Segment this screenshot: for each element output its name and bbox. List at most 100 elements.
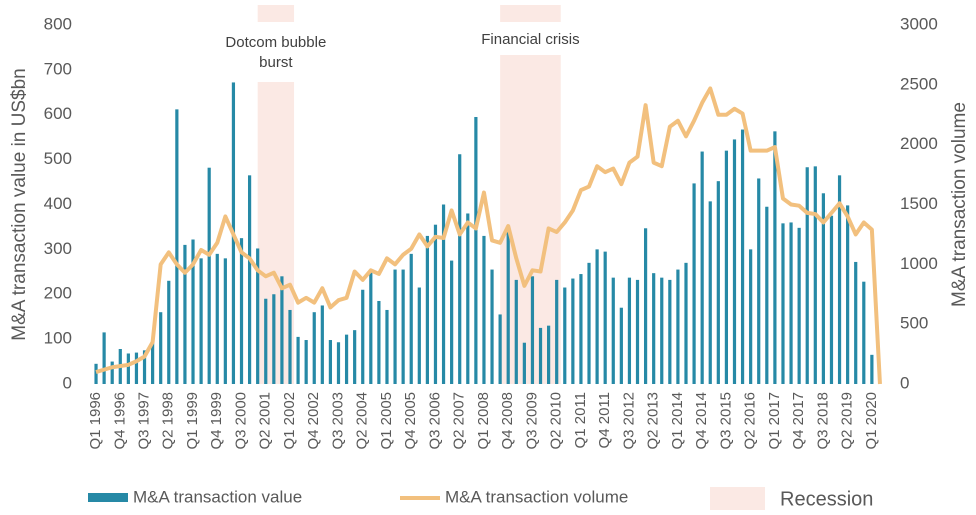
x-tick-label: Q4 2005 <box>402 392 419 450</box>
bar <box>433 224 438 384</box>
bar <box>401 269 405 384</box>
x-tick-label: Q2 2004 <box>354 392 371 450</box>
x-tick-label: Q3 2000 <box>232 392 249 450</box>
bar <box>490 269 494 384</box>
bar <box>191 239 195 384</box>
y2-tick-label: 1500 <box>900 194 938 213</box>
x-tick-label: Q2 1998 <box>160 392 177 450</box>
x-tick-label: Q1 1996 <box>87 392 104 450</box>
bar <box>328 340 333 384</box>
recession-band <box>257 82 295 384</box>
bar <box>417 287 421 384</box>
bar <box>643 228 648 384</box>
bar <box>757 178 761 384</box>
y-axis-label: M&A transaction value in US$bn <box>9 68 30 341</box>
bar <box>700 151 704 384</box>
x-tick-label: Q1 2008 <box>475 392 492 450</box>
bar <box>716 181 720 384</box>
y2-tick-label: 2500 <box>900 74 938 93</box>
y2-tick-label: 3000 <box>900 14 938 33</box>
bar <box>126 353 130 384</box>
bar <box>555 279 559 384</box>
bar <box>805 167 809 384</box>
bar <box>781 223 785 384</box>
legend-swatch <box>710 487 765 510</box>
x-tick-label: Q4 2017 <box>790 392 807 450</box>
bar <box>595 249 599 384</box>
x-tick-label: Q4 2002 <box>305 392 322 450</box>
bar <box>538 327 543 384</box>
bar <box>474 116 478 385</box>
bar <box>393 269 397 384</box>
y2-tick-label: 500 <box>900 314 928 333</box>
bar <box>320 305 324 384</box>
bar <box>684 262 688 384</box>
bar <box>652 273 656 384</box>
x-tick-label: Q3 2018 <box>814 392 831 450</box>
y-tick-label: 0 <box>63 373 72 392</box>
bar <box>215 253 219 384</box>
bar <box>151 341 155 384</box>
bar <box>846 205 850 384</box>
x-tick-label: Q4 2011 <box>596 392 613 448</box>
recession-band <box>500 5 561 22</box>
bar <box>183 244 187 384</box>
x-tick-label: Q1 2014 <box>669 392 686 450</box>
x-tick-label: Q2 2007 <box>451 392 468 450</box>
x-tick-label: Q2 2010 <box>548 392 565 450</box>
bar <box>740 129 745 384</box>
bar <box>692 183 696 384</box>
bar <box>563 287 567 384</box>
bar <box>94 363 98 384</box>
bar <box>506 229 510 384</box>
bar <box>862 281 866 384</box>
bar <box>708 201 712 384</box>
y-tick-label: 300 <box>44 239 72 258</box>
bar <box>134 352 139 384</box>
bar <box>344 334 349 384</box>
x-tick-label: Q2 2016 <box>742 392 759 450</box>
x-tick-label: Q2 2001 <box>257 392 274 450</box>
bar <box>466 213 470 384</box>
bar <box>199 258 203 384</box>
bar <box>288 309 292 384</box>
x-tick-label: Q1 2017 <box>766 392 783 450</box>
bar <box>304 340 308 384</box>
bar <box>353 330 357 384</box>
x-tick-label: Q2 2013 <box>645 392 662 450</box>
y2-tick-label: 2000 <box>900 134 938 153</box>
bar <box>522 342 526 384</box>
bar <box>668 279 672 384</box>
bar <box>272 294 276 384</box>
x-tick-label: Q1 2011 <box>572 392 589 448</box>
x-tick-label: Q3 2009 <box>523 392 540 450</box>
bar <box>175 109 179 385</box>
recession-band <box>500 55 561 384</box>
bar <box>247 175 252 384</box>
bar <box>425 235 429 384</box>
bar <box>498 314 502 384</box>
bar <box>821 193 825 384</box>
x-tick-label: Q3 2015 <box>717 392 734 450</box>
bar <box>789 222 793 384</box>
bar <box>239 238 244 384</box>
bar <box>603 251 607 384</box>
recession-band <box>257 5 295 22</box>
bar <box>579 274 583 384</box>
recession-label: Dotcom bubble burst <box>225 34 327 71</box>
bar <box>450 260 454 384</box>
line <box>95 86 882 385</box>
bar <box>854 261 858 384</box>
bar <box>110 361 114 384</box>
bar <box>732 139 737 384</box>
legend-swatch <box>88 493 128 502</box>
x-tick-label: Q3 2012 <box>620 392 637 450</box>
bar <box>385 309 389 384</box>
bar <box>870 354 874 384</box>
bar <box>619 307 623 384</box>
bar <box>458 154 462 384</box>
bar <box>829 215 834 384</box>
x-tick-label: Q3 1997 <box>135 392 152 450</box>
